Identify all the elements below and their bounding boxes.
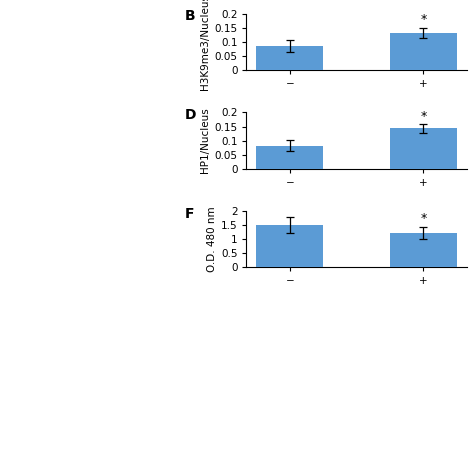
Text: F: F [185, 207, 194, 220]
Text: B: B [185, 9, 195, 24]
Bar [256, 225, 323, 267]
Text: *: * [420, 13, 427, 26]
Text: *: * [420, 213, 427, 225]
Bar [256, 46, 323, 70]
Bar [390, 129, 457, 169]
Text: D: D [185, 108, 196, 122]
Bar [256, 146, 323, 169]
Text: *: * [420, 110, 427, 123]
Bar [390, 233, 457, 267]
Y-axis label: O.D. 480 nm: O.D. 480 nm [207, 207, 217, 272]
Y-axis label: HP1/Nucleus: HP1/Nucleus [200, 108, 210, 173]
Y-axis label: H3K9me3/Nucleus: H3K9me3/Nucleus [200, 0, 210, 90]
Bar [390, 33, 457, 70]
